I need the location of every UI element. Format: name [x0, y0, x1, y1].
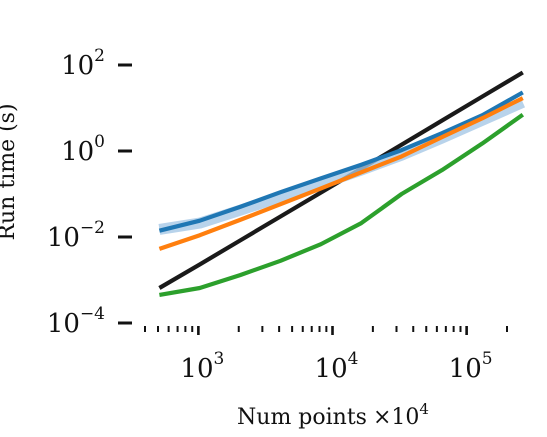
series-line-4 [159, 112, 525, 297]
x-tick-label-2: 105 [449, 349, 493, 384]
x-tick-label-1: 104 [315, 349, 359, 384]
series-line-2 [158, 90, 524, 233]
x-axis-label-multiplier-exp: 4 [419, 400, 429, 418]
x-axis-label-text: Num points [237, 405, 367, 430]
y-tick-label-3: 10−4 [47, 304, 105, 339]
y-axis-ticks: 102 100 10−2 10−4 [47, 46, 132, 339]
x-tick-label-0: 103 [180, 349, 224, 384]
x-axis-ticks: 103 104 105 [144, 326, 509, 384]
series-layer [158, 70, 526, 297]
series-line-3 [158, 96, 524, 251]
y-tick-label-0: 102 [61, 46, 105, 81]
x-axis-label: Num points ×104 [237, 400, 429, 430]
y-axis-label: Run time (s) [0, 103, 20, 240]
x-axis-label-multiplier: ×10 [373, 405, 419, 430]
y-tick-label-2: 10−2 [47, 218, 105, 253]
y-tick-label-1: 100 [61, 132, 105, 167]
